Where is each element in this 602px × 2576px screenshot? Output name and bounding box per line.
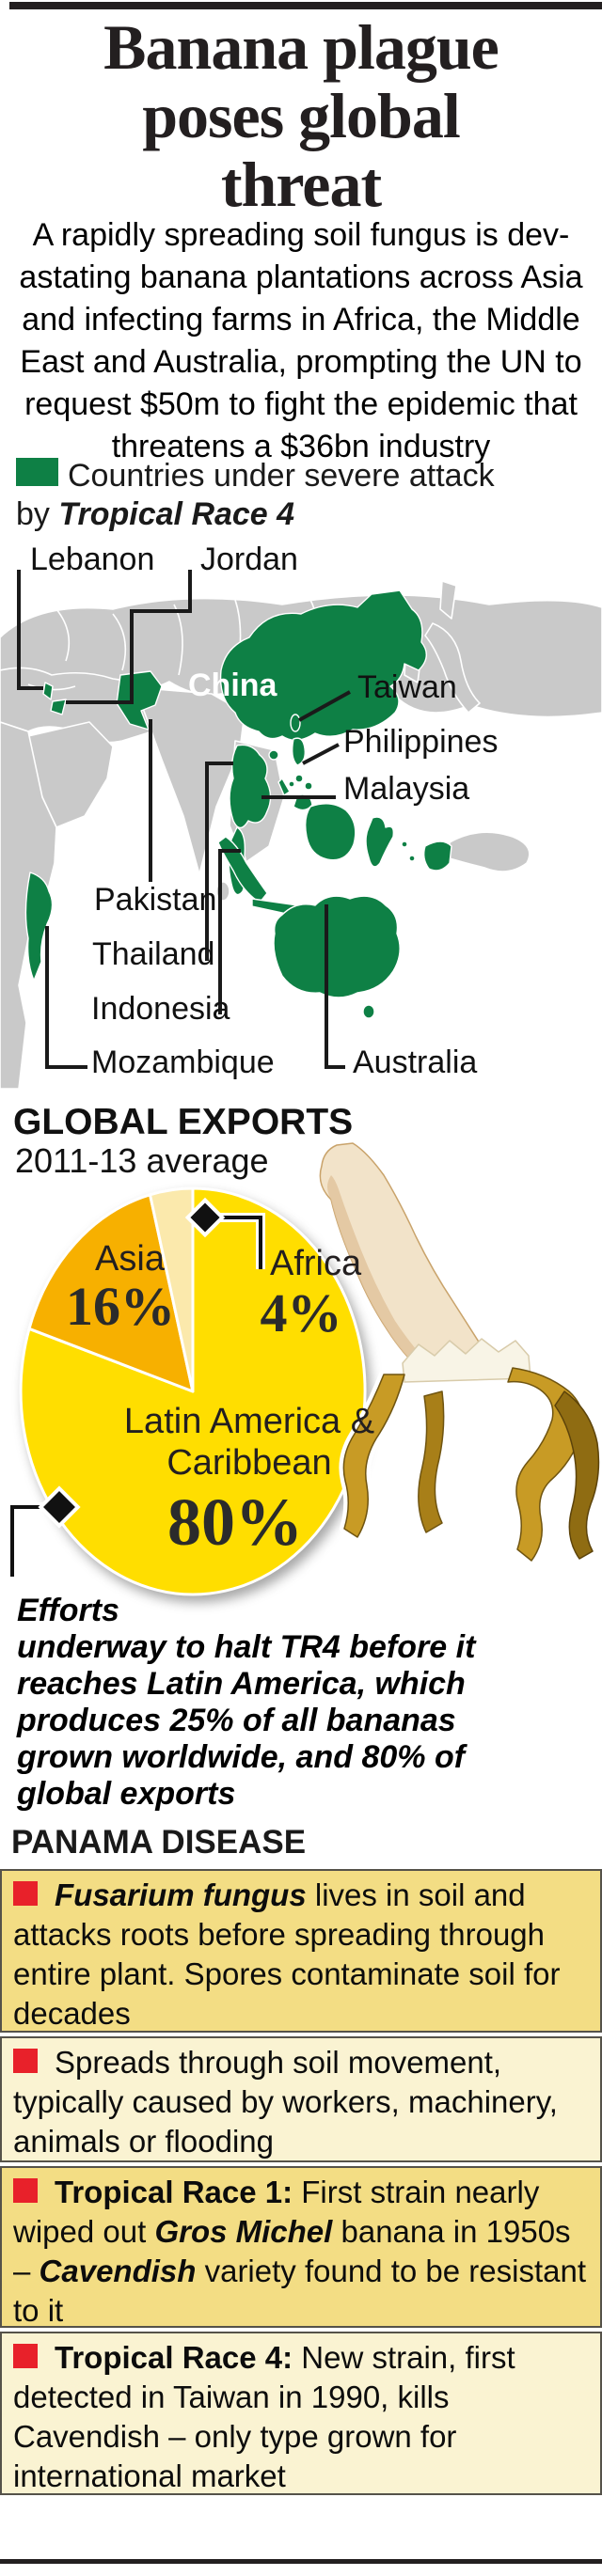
- pie-callouts: [8, 1197, 265, 1577]
- row-text: Fusarium fungus lives in soil and attack…: [13, 1877, 560, 2031]
- text-segment: banana in 1950s –: [13, 2214, 571, 2288]
- map-label-china: China: [188, 668, 277, 703]
- text-segment: Fusarium fungus: [55, 1877, 307, 1912]
- panama-row-fusarium: Fusarium fungus lives in soil and attack…: [0, 1869, 602, 2033]
- callout-indonesia: [218, 849, 241, 1014]
- intro-paragraph: A rapidly spreading soil fungus is dev- …: [19, 217, 583, 464]
- map-label-taiwan: Taiwan: [357, 669, 457, 705]
- banana-illustration: [315, 1139, 602, 1565]
- pie-value-africa: 4%: [260, 1282, 342, 1343]
- callout-diamond-icon: [184, 1197, 226, 1238]
- callout-mozambique: [45, 926, 87, 1069]
- text-segment: variety found to be resistant to it: [13, 2254, 586, 2328]
- text-segment: New strain, first detected in Taiwan in …: [13, 2340, 515, 2493]
- exports-pie-chart: [8, 1139, 602, 1596]
- panama-row-tr1: Tropical Race 1: First strain nearly wip…: [0, 2166, 602, 2328]
- legend-swatch-green: [16, 458, 58, 486]
- legend-strain-name: Tropical Race 4: [58, 496, 295, 532]
- bullet-square-icon: [13, 1881, 38, 1906]
- pie-slices: [19, 1186, 367, 1596]
- panama-row-spread: Spreads through soil movement, typically…: [0, 2036, 602, 2162]
- bullet-square-icon: [13, 2049, 38, 2073]
- bottom-rule: [0, 2559, 602, 2564]
- callout-africa-slice: [216, 1216, 262, 1269]
- text-segment: Cavendish: [39, 2254, 197, 2288]
- map-label-philippines: Philippines: [343, 724, 499, 760]
- callout-philippines: [302, 743, 340, 765]
- callout-thailand: [205, 762, 233, 961]
- callout-lebanon: [17, 570, 43, 690]
- exports-subtitle: 2011-13 average: [15, 1141, 269, 1180]
- map-label-thailand: Thailand: [92, 936, 215, 972]
- map-label-jordan: Jordan: [200, 542, 298, 577]
- map-affected-countries: [24, 589, 452, 1019]
- map-label-malaysia: Malaysia: [343, 771, 470, 807]
- top-rule: [9, 2, 602, 9]
- pie-slice-africa: [149, 1186, 195, 1393]
- map-label-australia: Australia: [353, 1045, 478, 1080]
- map-label-mozambique: Mozambique: [91, 1045, 275, 1080]
- map-label-lebanon: Lebanon: [30, 542, 155, 577]
- text-segment: Spreads through soil movement, typically…: [13, 2045, 558, 2159]
- map-label-pakistan: Pakistan: [94, 882, 217, 918]
- bullet-square-icon: [13, 2178, 38, 2203]
- text-segment: Tropical Race 4:: [55, 2340, 293, 2375]
- panama-row-tr4: Tropical Race 4: New strain, first detec…: [0, 2332, 602, 2495]
- legend-prefix: by: [16, 496, 59, 532]
- row-text: Tropical Race 1: First strain nearly wip…: [13, 2175, 586, 2328]
- pie-label-latam: Latin America & Caribbean: [123, 1402, 375, 1483]
- callout-australia: [325, 904, 345, 1069]
- pie-label-asia: Asia: [95, 1239, 165, 1279]
- text-segment: Gros Michel: [154, 2214, 333, 2249]
- annotation-efforts: Efforts underway to halt TR4 before it r…: [17, 1593, 476, 1812]
- pie-value-asia: 16%: [66, 1276, 175, 1337]
- pie-value-latam: 80%: [167, 1484, 303, 1560]
- legend-text: Countries under severe attack: [68, 458, 495, 494]
- callout-jordan: [66, 570, 192, 704]
- callout-taiwan: [298, 690, 351, 722]
- world-map: [0, 581, 602, 1089]
- text-segment: First strain nearly wiped out: [13, 2175, 540, 2249]
- legend-text-strain: by Tropical Race 4: [16, 496, 294, 533]
- callout-diamond-icon: [38, 1485, 81, 1529]
- callout-lines: [17, 570, 351, 1069]
- page-title: Banana plague poses global threat: [103, 11, 499, 220]
- row-text: Spreads through soil movement, typically…: [13, 2045, 558, 2159]
- pie-label-africa: Africa: [270, 1244, 362, 1283]
- exports-title: GLOBAL EXPORTS: [13, 1102, 354, 1142]
- callout-latam-slice: [10, 1505, 47, 1577]
- bullet-square-icon: [13, 2344, 38, 2368]
- text-segment: Tropical Race 1:: [55, 2175, 293, 2209]
- map-label-indonesia: Indonesia: [91, 991, 230, 1027]
- map-callout-lines: [17, 570, 351, 1069]
- text-segment: lives in soil and attacks roots before s…: [13, 1877, 561, 2031]
- panama-disease-title: PANAMA DISEASE: [11, 1824, 307, 1861]
- pie-slice-asia: [27, 1193, 195, 1393]
- row-text: Tropical Race 4: New strain, first detec…: [13, 2340, 515, 2493]
